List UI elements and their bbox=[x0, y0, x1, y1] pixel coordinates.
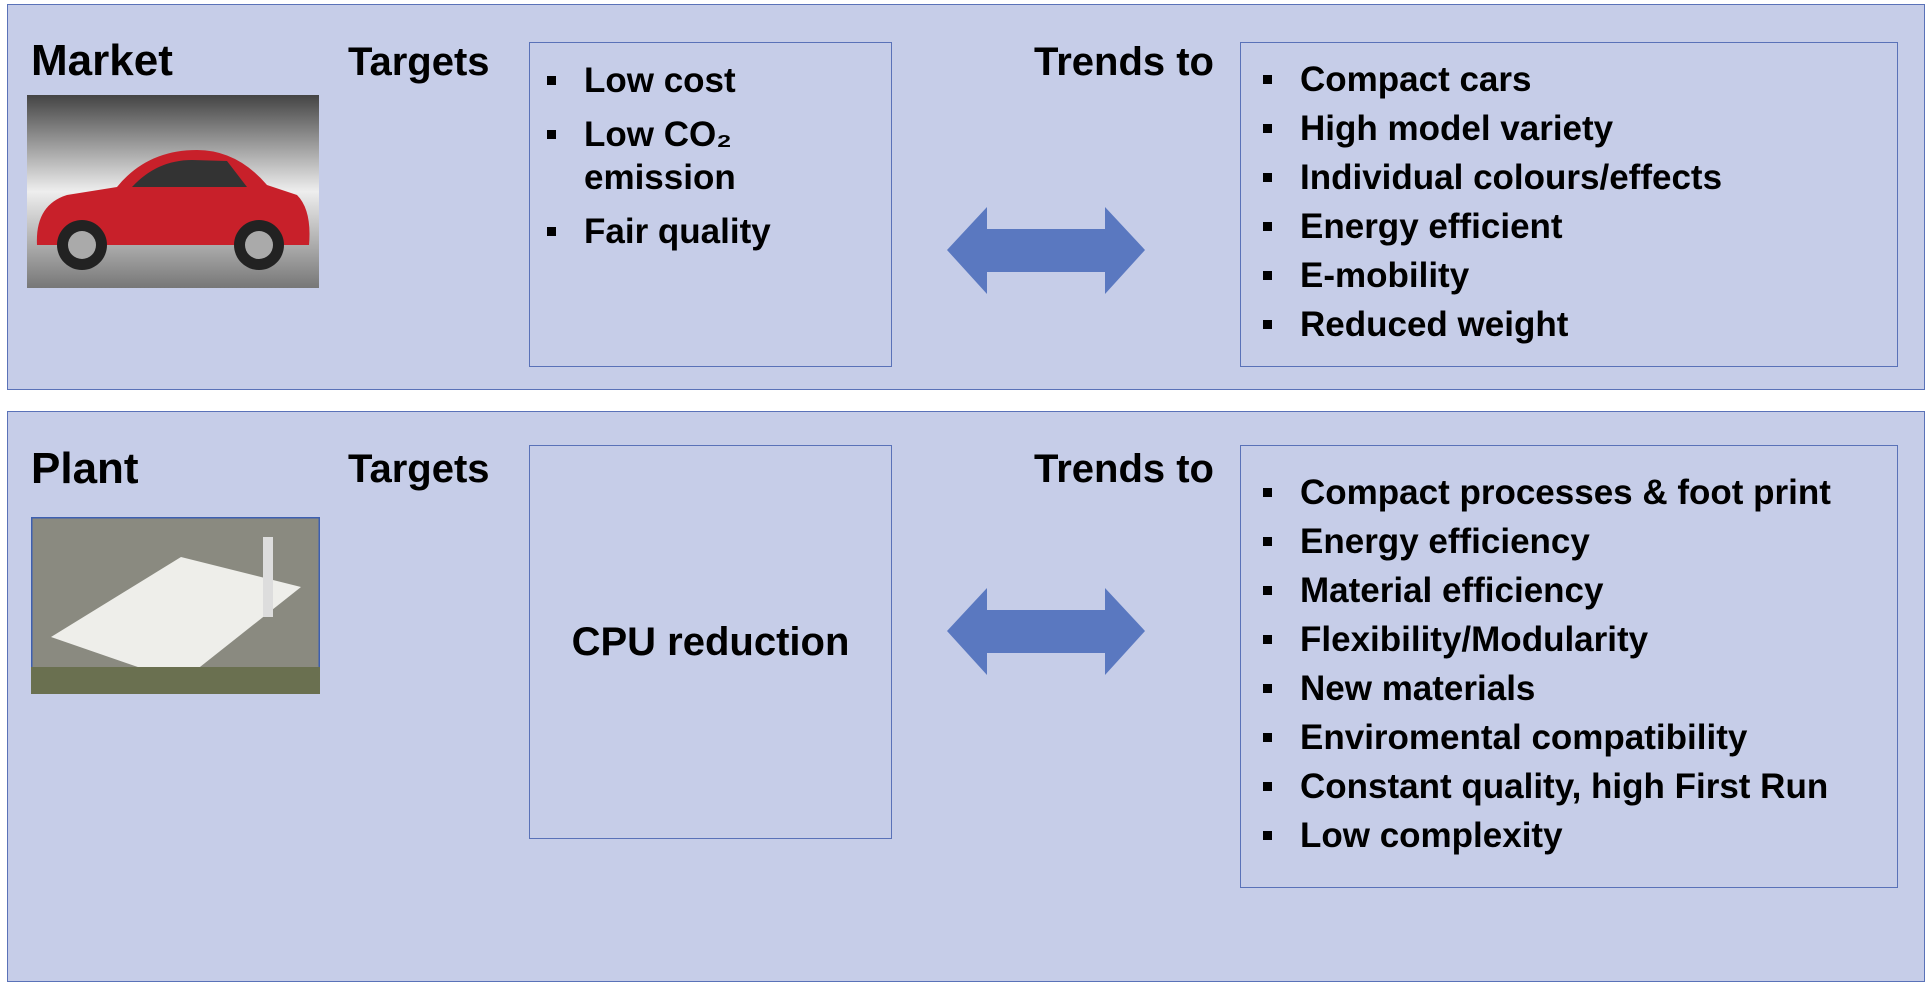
targets-label: Targets bbox=[348, 40, 490, 85]
bullet-item: Flexibility/Modularity bbox=[1263, 618, 1648, 661]
bullet-item: Low complexity bbox=[1263, 814, 1563, 857]
trends-box: Compact processes & foot print Energy eff… bbox=[1240, 445, 1898, 888]
bullet-item: E-mobility bbox=[1263, 254, 1469, 297]
bullet-item: Energy efficiency bbox=[1263, 520, 1590, 563]
bullet-item: Material efficiency bbox=[1263, 569, 1603, 612]
bullet-item: Low cost bbox=[547, 59, 804, 102]
bullet-item: High model variety bbox=[1263, 107, 1613, 150]
plant-image bbox=[31, 517, 320, 694]
double-arrow bbox=[947, 207, 1145, 294]
market-title: Market bbox=[31, 36, 173, 86]
trends-label: Trends to bbox=[1034, 40, 1214, 85]
bullet-item: Fair quality bbox=[547, 210, 804, 253]
page: Market Targets Low cost Low CO₂ emission F… bbox=[0, 0, 1929, 982]
targets-box: CPU reduction bbox=[529, 445, 892, 839]
bullet-item: Compact cars bbox=[1263, 58, 1531, 101]
bullet-item: New materials bbox=[1263, 667, 1535, 710]
targets-label: Targets bbox=[348, 447, 490, 492]
bullet-item: Compact processes & foot print bbox=[1263, 471, 1831, 514]
bullet-item: Low CO₂ emission bbox=[547, 113, 804, 199]
targets-box: Low cost Low CO₂ emission Fair quality bbox=[529, 42, 892, 367]
bullet-item: Reduced weight bbox=[1263, 303, 1568, 346]
plant-title: Plant bbox=[31, 444, 139, 494]
bullet-item: Constant quality, high First Run bbox=[1263, 765, 1828, 808]
bullet-item: Enviromental compatibility bbox=[1263, 716, 1747, 759]
target-text: CPU reduction bbox=[572, 620, 850, 665]
double-arrow bbox=[947, 588, 1145, 675]
trends-box: Compact cars High model variety Individual… bbox=[1240, 42, 1898, 367]
bullet-item: Energy efficient bbox=[1263, 205, 1563, 248]
car-image bbox=[27, 95, 319, 288]
bullet-item: Individual colours/effects bbox=[1263, 156, 1722, 199]
trends-label: Trends to bbox=[1034, 447, 1214, 492]
